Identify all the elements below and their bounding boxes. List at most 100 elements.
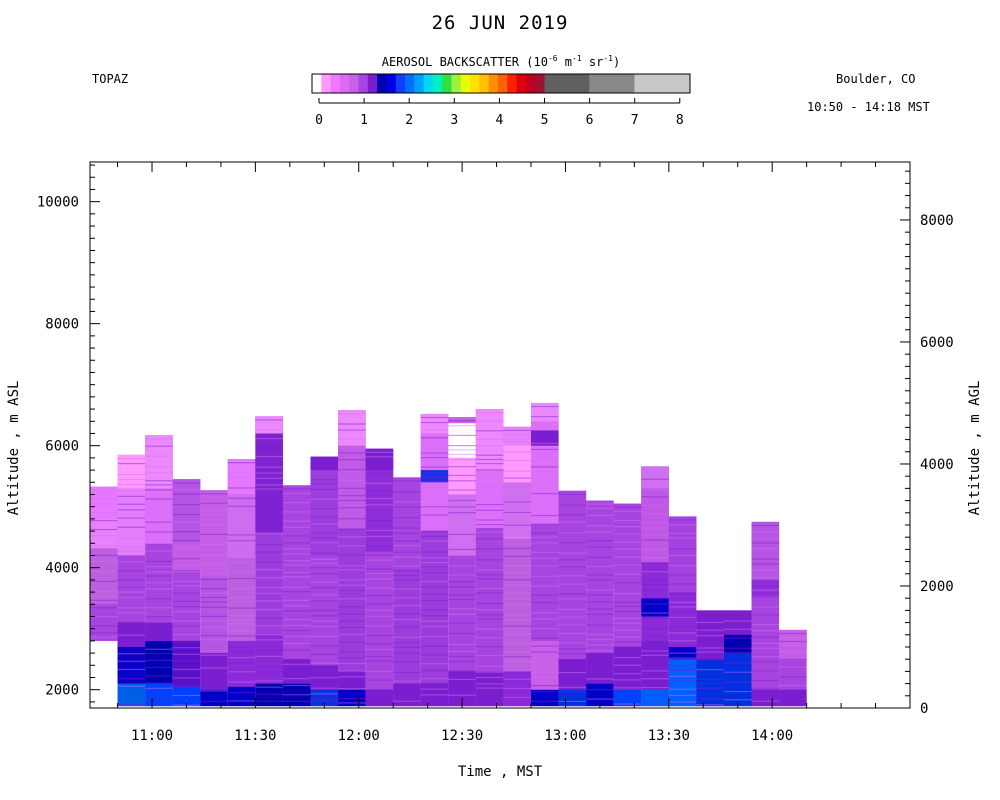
x-tick-label: 12:00: [338, 728, 380, 744]
profile-streak: [338, 670, 366, 672]
profile-streak: [448, 670, 476, 672]
profile-band: [227, 686, 256, 707]
profile-streak: [117, 612, 146, 614]
profile-streak: [475, 476, 504, 478]
colorbar-title: AEROSOL BACKSCATTER (10-6 m-1 sr-1): [381, 54, 621, 69]
profile-streak: [338, 438, 366, 440]
profile-streak: [503, 501, 532, 503]
profile-streak: [558, 504, 587, 506]
profile-streak: [558, 616, 587, 618]
profile-streak: [420, 429, 449, 431]
profile-streak: [227, 497, 256, 499]
profile-streak: [393, 588, 421, 590]
profile-streak: [310, 469, 339, 471]
profile-streak: [751, 595, 780, 598]
profile-streak: [531, 523, 559, 525]
profile-streak: [172, 482, 201, 484]
profile-streak: [310, 615, 339, 617]
colorbar-tick-label: 3: [450, 113, 458, 128]
profile-streak: [448, 506, 476, 508]
colorbar-tick-label: 2: [405, 113, 413, 128]
profile-streak: [145, 616, 173, 618]
profile-streak: [310, 581, 339, 583]
profile-streak: [641, 579, 669, 581]
profile-streak: [145, 506, 173, 509]
profile-streak: [558, 608, 587, 610]
profile-streak: [696, 687, 724, 689]
profile-streak: [310, 508, 339, 510]
profile-streak: [172, 625, 201, 627]
profile-streak: [420, 521, 449, 524]
profile-streak: [586, 662, 614, 664]
profile-streak: [503, 642, 532, 645]
profile-streak: [420, 700, 449, 702]
time-range-label: 10:50 - 14:18 MST: [807, 100, 930, 114]
profile-streak: [338, 499, 366, 502]
profile-streak: [117, 591, 146, 593]
profile-band: [641, 640, 669, 690]
profile-streak: [613, 573, 642, 575]
profile-streak: [282, 659, 311, 661]
x-tick-label: 11:00: [131, 728, 173, 744]
profile-streak: [641, 694, 669, 696]
profile-streak: [641, 504, 669, 507]
profile-streak: [338, 459, 366, 461]
colorbar-tick-label: 5: [541, 113, 549, 128]
profile-streak: [310, 483, 339, 485]
profile-streak: [723, 690, 752, 693]
profile-streak: [613, 541, 642, 543]
profile-streak: [586, 579, 614, 581]
profile-streak: [531, 618, 559, 620]
profile-streak: [365, 472, 394, 474]
profile-streak: [255, 497, 283, 499]
profile-streak: [751, 606, 780, 608]
profile-streak: [338, 676, 366, 678]
profile-streak: [503, 633, 532, 636]
profile-streak: [227, 623, 256, 625]
profile-streak: [420, 456, 449, 459]
profile-streak: [200, 606, 228, 608]
profile-streak: [90, 489, 118, 491]
profile-streak: [613, 605, 642, 607]
profile-streak: [723, 681, 752, 683]
profile-band: [117, 683, 146, 707]
profile-streak: [503, 434, 532, 436]
profile-streak: [365, 554, 394, 556]
profile-streak: [200, 493, 228, 495]
profile-streak: [641, 643, 669, 645]
profile-streak: [255, 472, 283, 474]
profile-streak: [668, 694, 697, 696]
profile-streak: [255, 438, 283, 440]
profile-streak: [751, 647, 780, 649]
profile-band: [779, 629, 807, 647]
profile-streak: [227, 555, 256, 557]
profile-streak: [448, 420, 476, 422]
profile-streak: [200, 660, 228, 662]
profile-streak: [448, 613, 476, 615]
profile-streak: [172, 547, 201, 549]
profile-band: [227, 459, 256, 495]
profile-streak: [172, 558, 201, 560]
profile-streak: [282, 586, 311, 588]
profile-streak: [475, 559, 504, 561]
profile-streak: [90, 571, 118, 573]
profile-band: [420, 413, 449, 434]
profile-streak: [200, 639, 228, 641]
profile-streak: [668, 688, 697, 690]
profile-streak: [448, 527, 476, 529]
profile-streak: [531, 676, 559, 678]
profile-streak: [558, 700, 587, 703]
profile-streak: [255, 625, 283, 627]
colorbar-swatch: [358, 74, 369, 93]
profile-streak: [531, 483, 559, 486]
profile-streak: [310, 459, 339, 461]
profile-streak: [503, 524, 532, 526]
profile-streak: [586, 531, 614, 533]
profile-streak: [255, 587, 283, 589]
profile-streak: [338, 479, 366, 481]
profile-streak: [503, 555, 532, 557]
profile-streak: [117, 473, 146, 476]
profile-streak: [117, 685, 146, 687]
profile-streak: [558, 552, 587, 554]
profile-streak: [310, 653, 339, 656]
